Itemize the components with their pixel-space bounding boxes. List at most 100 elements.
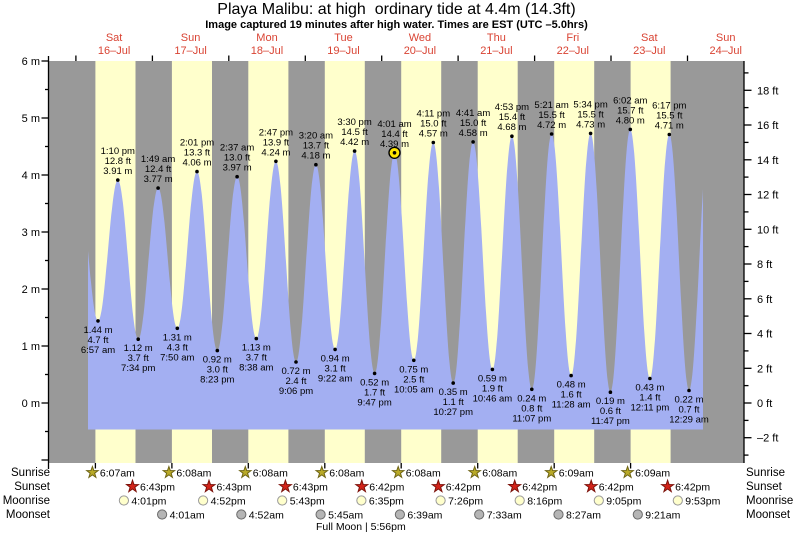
day-labels: Sat16–JulSun17–JulMon18–JulTue19–JulWed2…: [98, 32, 742, 57]
day-name-label: Tue: [334, 32, 353, 44]
left-axis-label: 6 m: [22, 56, 40, 68]
tide-annotation-line: 1.9 ft: [482, 383, 503, 394]
sunset-star-icon: [201, 478, 217, 493]
moonset-icon: [394, 509, 405, 520]
sunset-time: 6:42pm: [599, 481, 634, 493]
tide-annotation-line: 15.0 ft: [420, 119, 447, 130]
sunset-star-icon: [277, 478, 293, 493]
tide-annotation-line: 12.8 ft: [105, 156, 132, 167]
tide-annotation-line: 10:46 am: [473, 393, 513, 404]
tide-annotation-line: 4:11 pm: [416, 109, 450, 120]
sunset-star-icon: [354, 478, 370, 493]
tide-annotation-line: 13.9 ft: [263, 137, 290, 148]
tide-annotation-line: 9:06 pm: [279, 386, 313, 397]
moonset-row-label: Moonset: [5, 509, 50, 521]
sunset-time: 6:42pm: [675, 481, 710, 493]
day-name-label: Wed: [409, 32, 431, 44]
tide-point-dot: [431, 140, 436, 145]
low-tide-point: 0.92 m3.0 ft8:23 pm: [200, 348, 235, 386]
tide-annotation-line: 0.8 ft: [521, 403, 542, 414]
left-axis-label: 0 m: [22, 398, 40, 410]
sunrise-star-icon: [314, 464, 329, 479]
sunrise-star-icon: [85, 464, 100, 479]
tide-annotation-line: 1.12 m: [124, 343, 153, 354]
moonrise-icon: [198, 495, 209, 506]
moonrise-icon: [435, 495, 446, 506]
moonrise-time: 9:53pm: [685, 495, 720, 507]
moonrise-icon: [593, 495, 604, 506]
page-subtitle: Image captured 19 minutes after high wat…: [205, 19, 588, 31]
tide-point-dot: [530, 387, 534, 392]
moonset-time: 6:39am: [407, 509, 442, 521]
tide-point-dot: [510, 134, 514, 138]
tide-annotation-line: 10:05 am: [394, 384, 434, 395]
tide-annotation-line: 4.18 m: [301, 151, 330, 162]
tide-point-dot: [235, 174, 239, 179]
tide-annotation-line: 1:49 am: [141, 154, 175, 165]
low-tide-point: 1.13 m3.7 ft8:38 am: [239, 336, 274, 374]
tide-annotation-line: 7:34 pm: [121, 363, 155, 374]
tide-annotation-line: 13.3 ft: [184, 148, 211, 159]
right-axis-label: 0 ft: [757, 398, 772, 410]
tide-annotation-line: 4.42 m: [340, 137, 369, 148]
sunrise-star-icon: [620, 464, 635, 479]
day-date-label: 21–Jul: [480, 45, 512, 57]
tide-point-dot: [569, 373, 573, 378]
tide-annotation-line: 2:47 pm: [259, 127, 293, 138]
tide-annotation-line: 0.19 m: [596, 396, 625, 407]
tide-point-dot: [608, 390, 613, 395]
right-axis-label: 4 ft: [757, 329, 772, 341]
left-axis: 6 m 5 m 4 m 3 m 2 m 1 m 0 m: [22, 56, 49, 461]
tide-annotation-line: 11:28 am: [552, 400, 591, 411]
sunrise-star-icon: [391, 464, 406, 479]
tide-annotation-line: 15.5 ft: [656, 111, 683, 122]
moonrise-time: 5:43pm: [290, 495, 325, 507]
sunrise-star-icon: [467, 464, 482, 479]
tide-annotation-line: 9:47 pm: [357, 397, 391, 408]
day-date-label: 24–Jul: [709, 45, 741, 57]
tide-annotation-line: 12:29 am: [669, 415, 709, 426]
right-axis-label: 16 ft: [757, 120, 778, 132]
tide-annotation-line: 1.7 ft: [364, 387, 385, 398]
sunset-star-icon: [660, 478, 676, 493]
tide-annotation-line: 1:10 pm: [101, 146, 135, 157]
tide-annotation-line: 10:27 pm: [433, 407, 473, 418]
tide-annotation-line: 4.06 m: [182, 158, 211, 169]
tide-point-dot: [314, 162, 318, 167]
day-name-label: Sat: [106, 32, 123, 44]
tide-annotation-line: 8:38 am: [239, 363, 273, 374]
left-axis-label: 4 m: [22, 170, 40, 182]
tide-annotation-line: 3.7 ft: [128, 353, 149, 364]
moonset-icon: [553, 509, 564, 520]
tide-annotation-line: 15.5 ft: [577, 109, 604, 120]
tide-annotation-line: 11:47 pm: [591, 416, 630, 427]
sunrise-time: 6:09am: [635, 467, 670, 479]
day-date-label: 17–Jul: [174, 45, 206, 57]
tide-point-dot: [667, 132, 672, 137]
day-name-label: Fri: [566, 32, 579, 44]
tide-annotation-line: 4.68 m: [497, 122, 526, 133]
tide-annotation-line: 0.92 m: [203, 355, 232, 366]
tide-annotation-line: 15.0 ft: [460, 118, 487, 129]
moonset-time: 4:01am: [170, 509, 205, 521]
tide-point-dot: [254, 336, 259, 341]
day-name-label: Sat: [641, 32, 658, 44]
left-axis-label: 1 m: [22, 341, 40, 353]
sunset-row-label-right: Sunset: [746, 481, 782, 493]
tide-annotation-line: 3:20 am: [299, 131, 333, 142]
low-tide-point: 1.44 m4.7 ft6:57 am: [81, 319, 115, 356]
moonset-icon: [315, 509, 326, 520]
tide-annotation-line: 4.80 m: [616, 115, 645, 126]
tide-point-dot: [490, 367, 495, 372]
sunset-time: 6:43pm: [293, 481, 328, 493]
sunset-star-icon: [125, 478, 140, 493]
